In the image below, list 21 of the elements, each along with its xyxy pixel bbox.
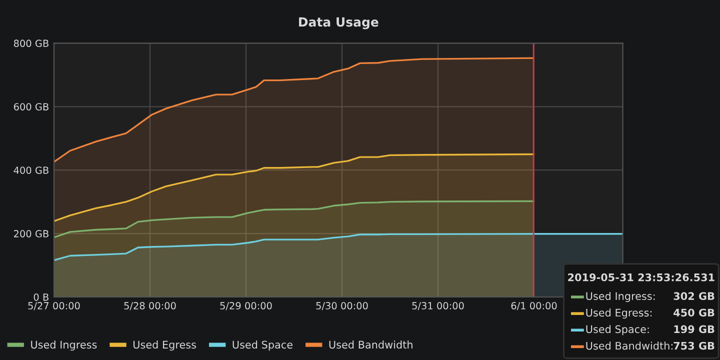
y-tick-label: 800 GB bbox=[14, 40, 48, 48]
x-tick-label: 5/31 00:00 bbox=[412, 302, 464, 310]
text: Used Space: 199 GB bbox=[586, 325, 714, 336]
annotation: 2019-05-31 23:53:26.531 bbox=[568, 273, 714, 282]
legend-label: Used Egress bbox=[134, 340, 196, 351]
x-tick-label: 5/29 00:00 bbox=[220, 302, 272, 310]
text: Used Ingress: 302 GB bbox=[586, 292, 714, 302]
chart-title: Data Usage bbox=[299, 17, 378, 30]
text: Used Egress: 450 GB bbox=[586, 308, 714, 319]
text: Used Bandwidth:753 GB bbox=[586, 342, 714, 350]
x-tick-label: 5/30 00:00 bbox=[316, 302, 368, 310]
legend-label: Used Space bbox=[232, 340, 292, 351]
y-tick-label: 200 GB bbox=[14, 230, 48, 238]
y-tick-label: 600 GB bbox=[14, 103, 48, 110]
y-tick-label: 400 GB bbox=[14, 166, 48, 174]
y-tick-label: 0 B bbox=[34, 293, 48, 301]
x-tick-label: 6/1 00:00 bbox=[511, 302, 557, 310]
legend-label: Used Ingress bbox=[31, 340, 97, 351]
legend-label: Used Bandwidth bbox=[329, 340, 412, 349]
x-tick-label: 5/28 00:00 bbox=[124, 302, 176, 310]
x-tick-label: 5/27 00:00 bbox=[28, 302, 80, 310]
